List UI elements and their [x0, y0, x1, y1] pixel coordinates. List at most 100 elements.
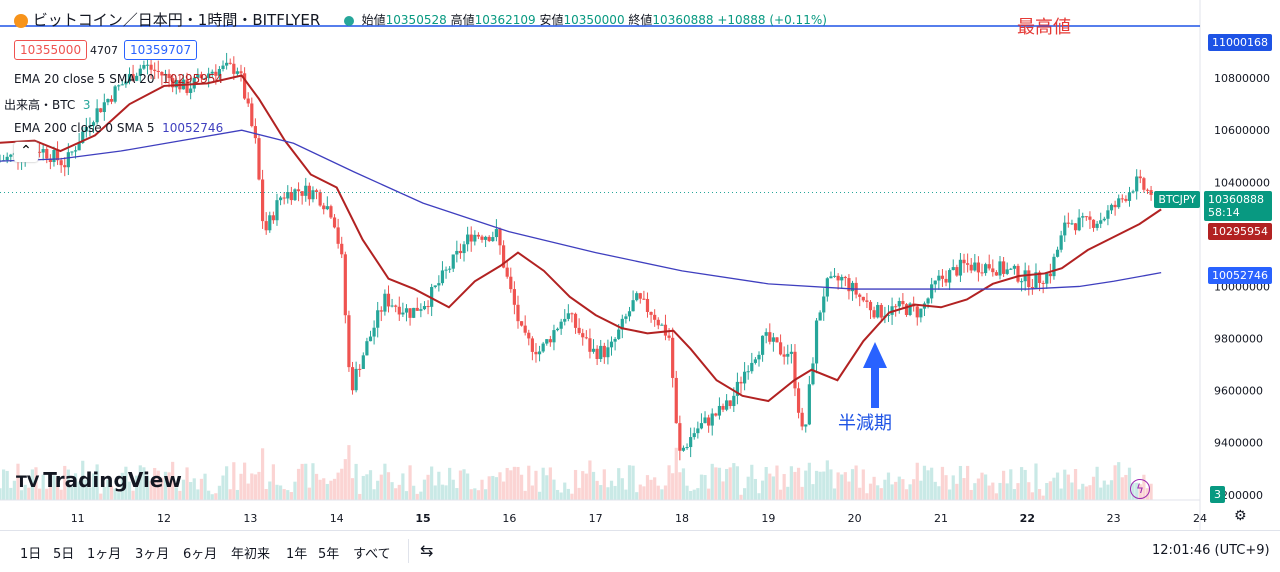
volume-bar	[1081, 483, 1085, 500]
buy-button[interactable]: 10359707	[124, 40, 198, 60]
volume-bar	[739, 494, 743, 500]
volume-bar	[951, 475, 955, 500]
candle-body	[955, 267, 959, 276]
candle-body	[991, 268, 995, 273]
range-1y[interactable]: 1年	[286, 547, 308, 562]
volume-bar	[912, 479, 916, 500]
range-5y[interactable]: 5年	[318, 547, 340, 562]
date-range-icon[interactable]: ⇆	[420, 541, 434, 560]
volume-bar	[671, 473, 675, 500]
candle-body	[318, 192, 322, 206]
volume-bar	[210, 494, 214, 500]
volume-bar	[196, 489, 200, 500]
volume-bar	[19, 490, 24, 500]
volume-bar	[768, 473, 772, 500]
x-tick-label: 16	[502, 512, 516, 525]
candle-body	[462, 244, 466, 254]
tradingview-logo: 𝗧𝗩 TradingView	[16, 468, 182, 492]
volume-bar	[1109, 480, 1114, 500]
candle-body	[102, 102, 106, 113]
range-1d[interactable]: 1日	[20, 547, 42, 562]
volume-bar	[980, 472, 984, 500]
volume-bar	[1127, 467, 1132, 500]
volume-bar	[757, 493, 761, 500]
volume-bar	[541, 467, 545, 500]
candle-body	[63, 165, 67, 168]
volume-bar	[494, 477, 499, 500]
volume-bar	[786, 486, 790, 500]
volume-bar	[599, 485, 603, 500]
candle-body	[41, 148, 45, 153]
candle-body	[710, 413, 714, 426]
candle-body	[135, 75, 139, 81]
volume-bar	[624, 489, 628, 500]
x-tick-label: 15	[415, 512, 430, 525]
volume-bar	[987, 485, 991, 500]
candle-body	[642, 298, 646, 300]
volume-bar	[976, 478, 981, 500]
range-all[interactable]: すべて	[353, 547, 391, 562]
clock[interactable]: 12:01:46 (UTC+9)	[1152, 543, 1270, 558]
candle-body	[653, 314, 657, 320]
candle-body	[545, 339, 549, 344]
y-tick-label: 10600000	[1214, 124, 1270, 137]
candle-body	[1034, 272, 1038, 288]
candle-body	[246, 98, 250, 104]
candle-body	[1138, 176, 1142, 179]
candle-body	[606, 347, 610, 358]
candle-body	[692, 433, 696, 438]
candle-body	[106, 98, 110, 103]
volume-bar	[372, 489, 376, 500]
volume-bar	[1048, 481, 1052, 500]
volume-bar	[559, 492, 563, 500]
symbol-header[interactable]: ビットコイン／日本円・1時間・BITFLYER	[14, 9, 320, 30]
range-1m[interactable]: 1ヶ月	[87, 547, 122, 562]
volume-bar	[667, 465, 671, 500]
change-value: +10888 (+0.11%)	[717, 13, 827, 27]
range-5d[interactable]: 5日	[53, 547, 75, 562]
flash-icon[interactable]: ϟ	[1130, 479, 1150, 499]
candle-body	[663, 324, 668, 336]
volume-bar	[354, 463, 358, 500]
volume-legend[interactable]: 出来高・BTC 3	[4, 98, 91, 112]
volume-bar	[822, 471, 826, 500]
candle-body	[915, 306, 919, 318]
range-ytd[interactable]: 年初来	[231, 547, 271, 562]
candle-body	[383, 293, 387, 312]
gear-icon[interactable]: ⚙	[1234, 508, 1247, 524]
volume-bar	[707, 488, 711, 500]
volume-bar	[678, 472, 682, 500]
candle-body	[858, 294, 862, 297]
volume-bar	[617, 468, 621, 500]
candle-body	[890, 306, 894, 315]
y-tick-label: 9400000	[1214, 437, 1263, 450]
candle-body	[1052, 256, 1056, 277]
range-6m[interactable]: 6ヶ月	[183, 547, 218, 562]
volume-bar	[865, 493, 869, 500]
volume-bar	[203, 473, 207, 500]
volume-bar	[620, 478, 624, 500]
candle-body	[555, 328, 560, 331]
volume-bar	[189, 482, 193, 500]
volume-bar	[998, 482, 1002, 500]
bitcoin-logo-icon	[14, 13, 28, 28]
volume-bar	[577, 487, 581, 500]
candle-body	[1142, 178, 1146, 190]
candle-body	[595, 348, 599, 359]
candle-body	[768, 332, 772, 342]
volume-bar	[1052, 477, 1056, 500]
candle-body	[232, 63, 236, 74]
ema20-legend[interactable]: EMA 20 close 5 SMA 20 10295954	[14, 72, 224, 86]
range-3m[interactable]: 3ヶ月	[135, 547, 170, 562]
ema200-legend[interactable]: EMA 200 close 0 SMA 5 10052746	[14, 121, 224, 135]
candle-body	[1120, 198, 1124, 200]
candle-body	[966, 263, 970, 265]
candle-body	[836, 275, 840, 281]
volume-bar	[804, 470, 808, 500]
volume-bar	[156, 470, 160, 500]
candle-body	[156, 70, 160, 72]
candle-body	[1030, 287, 1034, 289]
volume-bar	[268, 481, 272, 500]
collapse-legend-button[interactable]: ⌃	[14, 142, 38, 162]
sell-button[interactable]: 10355000	[14, 40, 88, 60]
